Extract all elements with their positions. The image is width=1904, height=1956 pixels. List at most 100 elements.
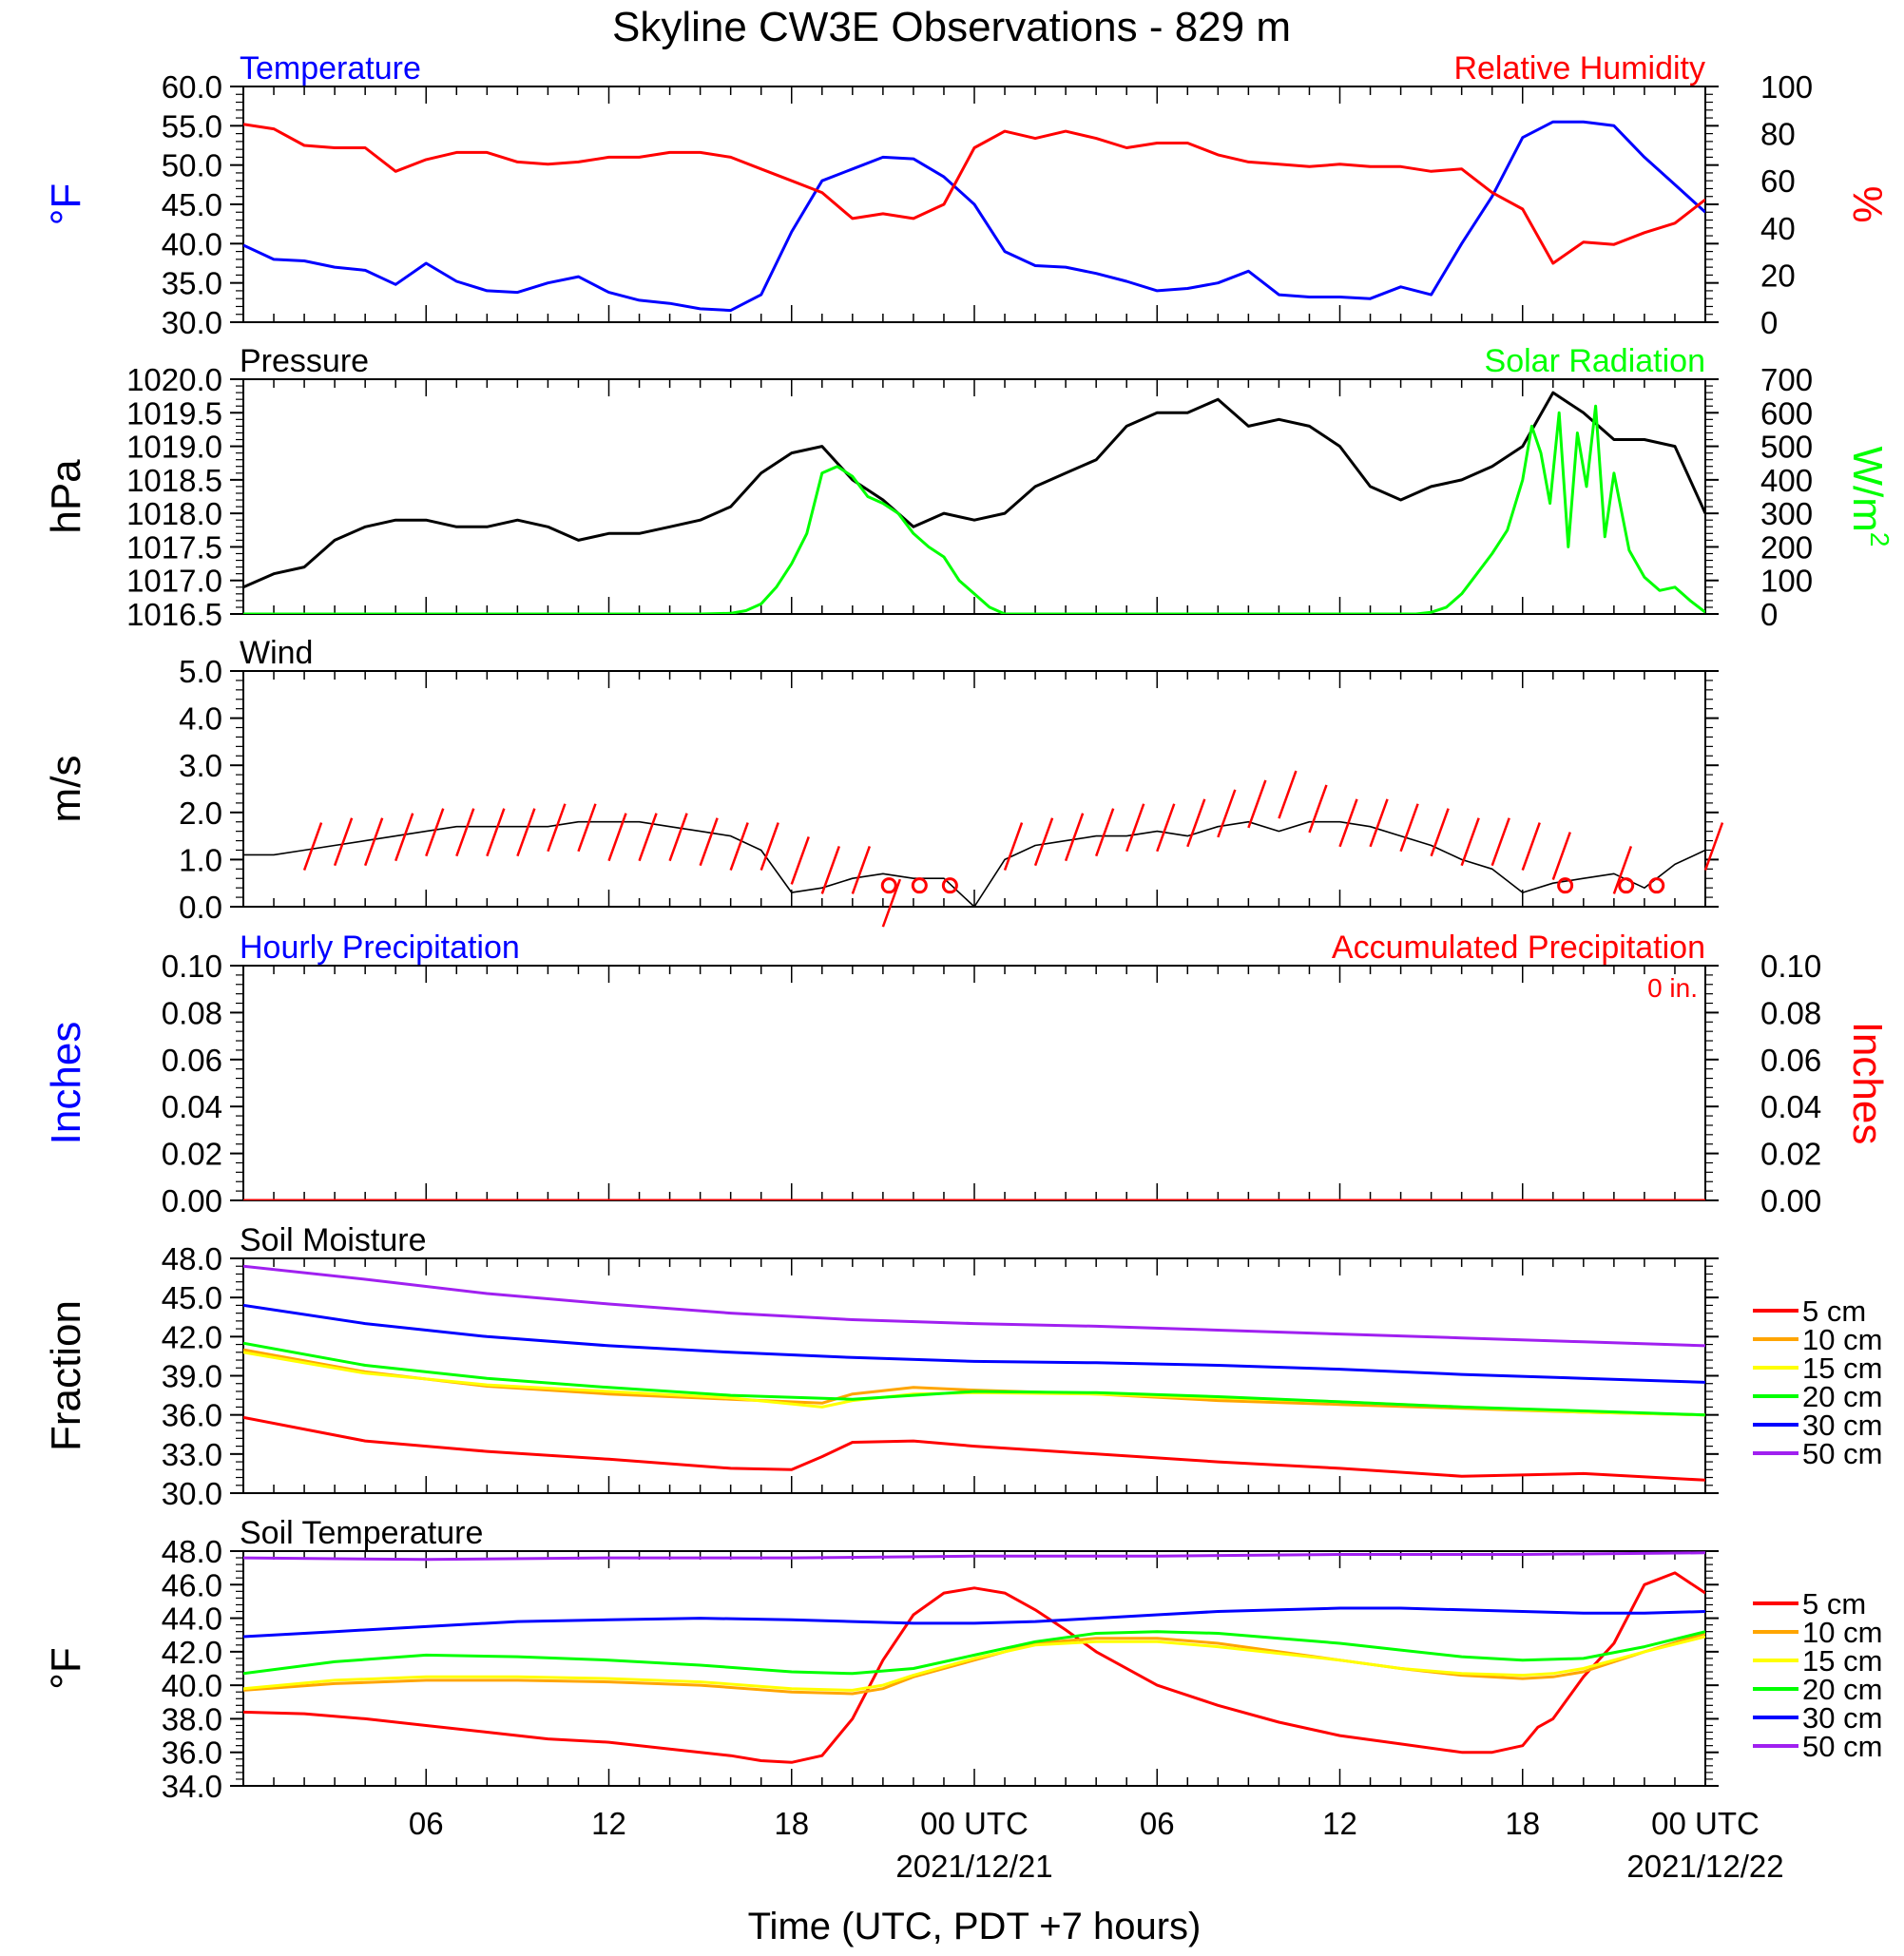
right-tick-label: 700 [1760,362,1813,397]
wind-barb [760,822,779,872]
right-tick-label: 0.02 [1760,1137,1821,1172]
y-tick-label: 0.00 [162,1183,222,1218]
plot-frame [242,378,1706,615]
series-group [243,391,1705,614]
x-tick-label: 12 [1322,1806,1357,1841]
y-axis-label-right: W/m2 [1844,447,1894,547]
series-10-cm [243,1632,1705,1696]
series-relative-humidity [243,123,1705,265]
wind-barb [820,845,840,894]
legend-label: 30 cm [1802,1701,1882,1735]
wind-barb [1217,789,1237,838]
y-axis-label-left: °F [43,1647,89,1689]
y-axis-label-left: Fraction [43,1300,89,1451]
plot-frame [242,670,1706,908]
panel-title-right: Solar Radiation [1485,343,1705,379]
right-tick-label: 0 [1760,597,1778,632]
y-tick-label: 4.0 [179,701,222,737]
wind-barb [1460,817,1480,867]
y-tick-label: 48.0 [162,1534,222,1569]
wind-barb [1308,784,1328,834]
wind-barb [607,813,627,862]
wind-barb [577,803,597,853]
wind-barb [1033,817,1054,867]
series-20-cm [243,1341,1705,1417]
wind-barb [1551,832,1571,880]
panels: 60.055.050.045.040.035.030.0100806040200… [43,50,1894,1804]
x-axis: 06 12 18 00 UTC 06 12 18 00 UTC 2021/12/21 2021/1… [409,1806,1784,1884]
series-20-cm [243,1630,1705,1676]
wind-barb [699,817,719,867]
wind-barb [729,822,749,872]
y-axis-label-superscript: 2 [1865,532,1894,547]
right-tick-label: 200 [1760,529,1813,565]
y-tick-label: 1019.5 [126,395,222,431]
right-tick-label: 60 [1760,163,1796,199]
y-tick-label: 30.0 [162,305,222,340]
y-tick-label: 36.0 [162,1398,222,1433]
panel-pressure-solar: 1020.01019.51019.01018.51018.01017.51017… [43,343,1894,632]
wind-barb [668,813,688,862]
right-tick-label: 40 [1760,211,1796,246]
y-tick-label: 1017.5 [126,529,222,565]
x-tick-label: 06 [1140,1806,1175,1841]
y-tick-label: 1018.0 [126,496,222,531]
legend-label: 10 cm [1802,1323,1882,1356]
x-tick-label: 18 [1505,1806,1540,1841]
y-tick-label: 1018.5 [126,463,222,498]
y-tick-label: 2.0 [179,796,222,831]
wind-barb [1247,779,1267,829]
panel-soil-moisture: 48.0 45.0 42.0 39.0 36.0 33.0 30.0 Soil Moistur… [43,1222,1882,1511]
calm-wind-marker [1557,877,1574,894]
series-pressure [243,391,1705,589]
plot-frame [242,1550,1706,1787]
panel-title-left: Soil Moisture [240,1222,427,1258]
wind-barb [638,813,658,862]
wind-barb [547,803,567,853]
y-tick-label: 1016.5 [126,597,222,632]
right-tick-label: 500 [1760,430,1813,465]
legend-label: 10 cm [1802,1616,1882,1649]
panel-soil-temperature: 48.046.044.042.040.038.036.034.0 Soil Tem… [43,1515,1882,1804]
panel-title-right: Relative Humidity [1453,50,1705,86]
wind-barb [363,817,384,867]
wind-barb [1612,845,1633,894]
y-tick-label: 1.0 [179,842,222,877]
wind-barb [1278,770,1298,819]
right-tick-label: 0 [1760,305,1778,340]
x-tick-label: 18 [774,1806,809,1841]
panel-title-left: Hourly Precipitation [240,930,520,966]
x-date-label: 2021/12/22 [1626,1849,1783,1884]
legend-label: 50 cm [1802,1437,1882,1470]
y-tick-label: 46.0 [162,1567,222,1602]
series-group [243,120,1705,313]
right-tick-label: 0.04 [1760,1089,1821,1124]
legend-label: 5 cm [1802,1587,1866,1620]
wind-barb [1521,822,1541,872]
wind-barb [455,808,475,857]
wind-barb [1064,813,1085,862]
wind-barb [1003,822,1024,872]
right-tick-label: 0.06 [1760,1043,1821,1078]
calm-wind-marker [1648,877,1665,894]
right-tick-label: 400 [1760,463,1813,498]
wind-barb [516,808,536,857]
calm-wind-marker [941,877,958,894]
legend-label: 15 cm [1802,1352,1882,1385]
wind-barb [1369,798,1389,848]
legend-label: 30 cm [1802,1409,1882,1442]
y-tick-label: 48.0 [162,1241,222,1276]
panel-title-left: Wind [240,635,313,671]
series-solar-radiation [243,404,1705,614]
y-tick-label: 0.02 [162,1137,222,1172]
y-tick-label: 30.0 [162,1476,222,1511]
right-tick-label: 100 [1760,69,1813,105]
right-tick-label: 80 [1760,117,1796,152]
wind-barb [1186,798,1206,848]
y-tick-label: 0.0 [179,890,222,925]
calm-wind-marker [1618,877,1635,894]
series-15-cm [243,1635,1705,1692]
right-tick-label: 20 [1760,258,1796,293]
y-tick-label: 40.0 [162,1668,222,1703]
